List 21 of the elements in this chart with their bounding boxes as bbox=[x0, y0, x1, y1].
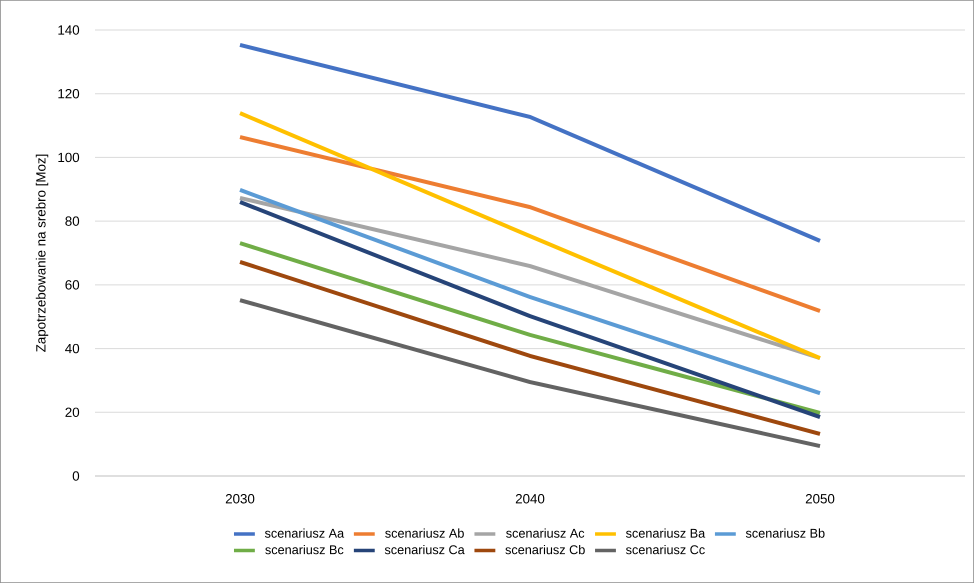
legend-label: scenariusz Ac bbox=[506, 528, 584, 538]
y-axis-title: Zapotrzebowanie na srebro [Moz] bbox=[36, 154, 48, 352]
y-tick-label: 0 bbox=[72, 471, 80, 481]
legend-label: scenariusz Bc bbox=[265, 544, 344, 554]
legend-label: scenariusz Ab bbox=[385, 528, 464, 538]
x-tick-label: 2040 bbox=[516, 494, 544, 504]
y-tick-label: 140 bbox=[58, 25, 80, 35]
x-tick-label: 2050 bbox=[806, 494, 834, 504]
y-tick-label: 80 bbox=[65, 216, 80, 226]
y-tick-label: 40 bbox=[65, 344, 80, 354]
y-tick-label: 60 bbox=[65, 280, 80, 290]
legend-label: scenariusz Bb bbox=[746, 528, 825, 538]
legend-label: scenariusz Ca bbox=[384, 544, 465, 554]
y-tick-label: 20 bbox=[65, 408, 80, 417]
y-tick-label: 120 bbox=[58, 89, 80, 98]
legend-label: scenariusz Cc bbox=[626, 544, 705, 554]
y-tick-label: 100 bbox=[58, 152, 80, 162]
legend-label: scenariusz Ba bbox=[626, 528, 706, 538]
legend-label: scenariusz Aa bbox=[264, 528, 344, 538]
x-tick-label: 2030 bbox=[226, 494, 254, 504]
legend-label: scenariusz Cb bbox=[505, 544, 585, 554]
